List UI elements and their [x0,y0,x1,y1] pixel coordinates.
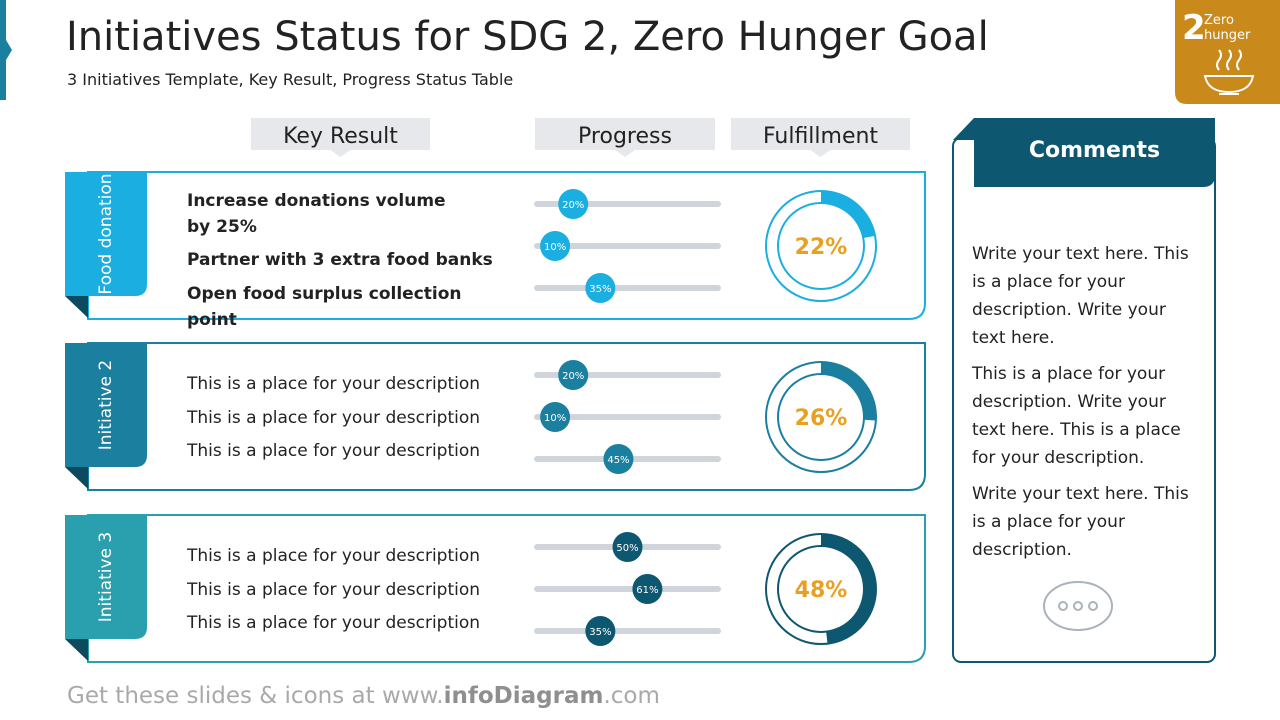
progress-knob [585,616,616,646]
row-tab [65,515,147,639]
row-name: Initiative 3 [96,531,116,623]
key-result: This is a place for your description [187,580,481,600]
row-name: Food donation [96,173,116,295]
key-result: Partner with 3 extra food banks [187,250,493,270]
progress-knob [603,444,634,474]
comment-paragraph: Write your text here. This is a place fo… [972,484,1189,560]
row-tab [65,172,147,296]
comments-body: Write your text here. This is a place fo… [972,240,1197,572]
tab-fold [65,467,88,489]
row-name: Initiative 2 [96,359,116,451]
fulfillment-label: 22% [795,235,848,260]
row-frame [87,514,926,663]
progress-label: 10% [544,242,566,253]
progress-label: 10% [544,413,566,424]
subtitle: 3 Initiatives Template, Key Result, Prog… [67,70,514,89]
column-header: Key Result [283,124,398,149]
key-result: This is a place for your description [187,613,481,633]
row-frame [87,342,926,491]
progress-label: 35% [589,284,611,295]
column-header-bg [251,118,430,157]
column-header-bg [535,118,715,157]
footer-prefix: Get these slides & icons at www. [67,683,444,709]
progress-label: 50% [616,543,638,554]
progress-knob [558,360,589,390]
column-header-bg [731,118,910,157]
progress-label: 20% [562,371,584,382]
key-result: Increase donations volume by 25% [187,191,446,237]
progress-label: 35% [589,627,611,638]
donut-arc [766,362,876,472]
progress-knob [558,189,589,219]
fulfillment-label: 48% [795,578,848,603]
fulfillment-label: 26% [795,406,848,431]
badge-label: Zero hunger [1204,13,1251,43]
donut-arc [766,534,876,644]
donut-arc [766,191,876,301]
tab-fold [65,296,88,318]
progress-label: 45% [607,455,629,466]
key-result: This is a place for your description [187,441,481,461]
footer-brand: infoDiagram [443,683,604,709]
donut-outer [765,190,877,302]
badge-number: 2 [1182,8,1206,48]
row-frame [87,171,926,320]
progress-knob [540,402,571,432]
comments-title: Comments [1028,138,1161,163]
column-header: Progress [578,124,672,149]
footer: Get these slides & icons at www.infoDiag… [67,683,660,709]
key-result: This is a place for your description [187,408,481,428]
title: Initiatives Status for SDG 2, Zero Hunge… [66,14,989,60]
progress-knob [632,574,663,604]
column-header: Fulfillment [762,124,879,149]
comment-paragraph: Write your text here. This is a place fo… [972,244,1189,348]
footer-suffix: .com [603,683,660,709]
progress-knob [540,231,571,261]
key-result: This is a place for your description [187,374,481,394]
comment-paragraph: This is a place for your description. Wr… [972,364,1181,468]
progress-knob [612,532,643,562]
progress-knob [585,273,616,303]
progress-label: 61% [636,585,658,596]
tab-fold [65,639,88,661]
key-result: This is a place for your description [187,546,481,566]
row-tab [65,343,147,467]
key-result: Open food surplus collection point [187,284,462,330]
progress-label: 20% [562,200,584,211]
